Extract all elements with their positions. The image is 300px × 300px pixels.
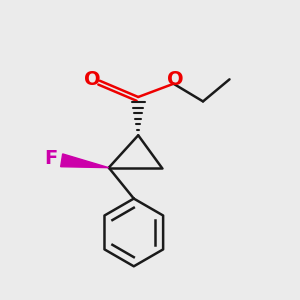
Text: O: O: [84, 70, 101, 89]
Text: F: F: [44, 149, 57, 168]
Text: O: O: [167, 70, 183, 89]
Polygon shape: [61, 154, 109, 168]
